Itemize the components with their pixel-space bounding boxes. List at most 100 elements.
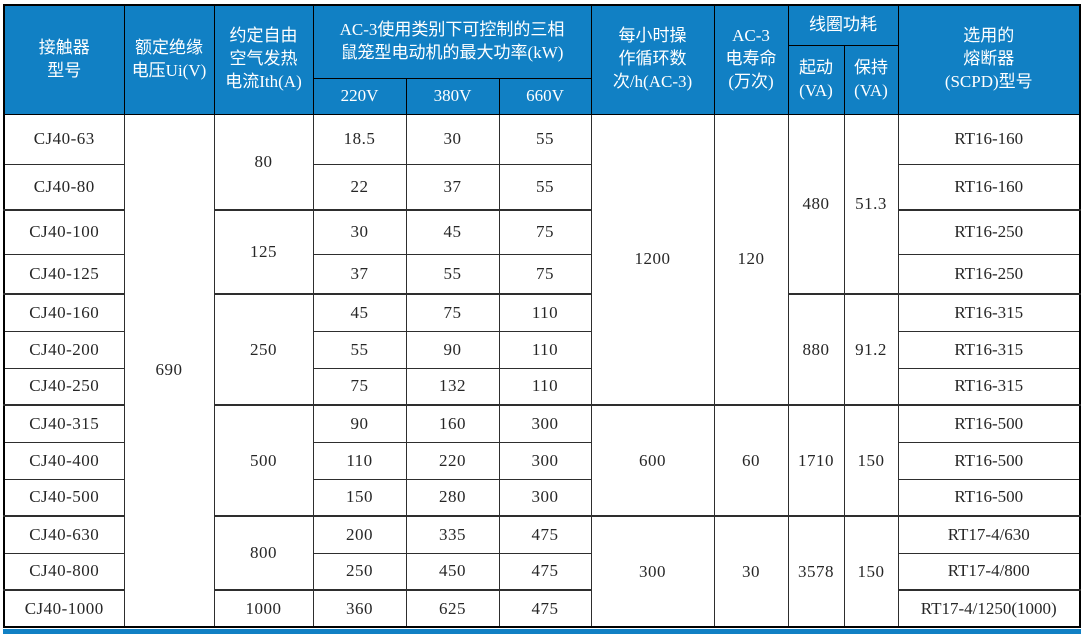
cell-thermal-current: 80	[213, 113, 314, 211]
cell-power-660v: 110	[498, 330, 592, 369]
contactor-spec-table: 接触器 型号 额定绝缘 电压Ui(V) 约定自由 空气发热 电流Ith(A) A…	[3, 4, 1081, 628]
cell-power-660v: 110	[498, 367, 592, 406]
cell-electrical-life: 120	[713, 113, 789, 406]
header-row-3: 220V 380V 660V	[4, 77, 1080, 115]
cell-power-220v: 360	[312, 589, 407, 628]
table-row: CJ40-80 22 37 55 RT16-160	[3, 163, 1081, 211]
cell-fuse: RT16-500	[897, 441, 1081, 480]
cell-power-220v: 90	[312, 404, 407, 443]
header-row-2: 起动 (VA) 保持 (VA)	[4, 44, 1080, 115]
cell-starting-va: 1710	[787, 404, 845, 517]
cell-starting-va: 3578	[787, 515, 845, 628]
cell-fuse: RT17-4/800	[897, 552, 1081, 591]
col-header-660v: 660V	[498, 77, 592, 115]
cell-power-380v: 335	[405, 515, 500, 554]
table-row: CJ40-500 150 280 300 RT16-500	[3, 478, 1081, 517]
cell-model: CJ40-500	[3, 478, 125, 517]
cell-holding-va: 91.2	[843, 293, 899, 406]
cell-power-660v: 475	[498, 515, 592, 554]
cell-fuse: RT16-315	[897, 293, 1081, 332]
cell-thermal-current: 500	[213, 404, 314, 517]
cell-model: CJ40-160	[3, 293, 125, 332]
table-header: 接触器 型号 额定绝缘 电压Ui(V) 约定自由 空气发热 电流Ith(A) A…	[3, 4, 1081, 115]
table-row: CJ40-160 250 45 75 110 880 91.2 RT16-315	[3, 293, 1081, 406]
cell-operating-cycles: 600	[590, 404, 715, 517]
cell-operating-cycles: 300	[590, 515, 715, 628]
cell-power-220v: 18.5	[312, 113, 407, 165]
cell-power-380v: 55	[405, 253, 500, 295]
table-row: CJ40-800 250 450 475 RT17-4/800	[3, 552, 1081, 591]
table-row: CJ40-63 690 80 18.5 30 55 1200 120 480 5…	[3, 113, 1081, 628]
col-header-operating-cycles: 每小时操 作循环数 次/h(AC-3)	[590, 4, 715, 115]
col-header-220v: 220V	[312, 77, 407, 115]
cell-power-220v: 45	[312, 293, 407, 332]
col-header-thermal-current: 约定自由 空气发热 电流Ith(A)	[213, 4, 314, 115]
cell-insulation-voltage: 690	[123, 113, 215, 628]
cell-model: CJ40-1000	[3, 589, 125, 628]
cell-fuse: RT17-4/1250(1000)	[897, 589, 1081, 628]
cell-model: CJ40-80	[3, 163, 125, 211]
cell-electrical-life: 30	[713, 515, 789, 628]
cell-model: CJ40-250	[3, 367, 125, 406]
cell-power-660v: 300	[498, 441, 592, 480]
table-row: CJ40-125 37 55 75 RT16-250	[3, 253, 1081, 295]
cell-power-220v: 200	[312, 515, 407, 554]
cell-power-220v: 22	[312, 163, 407, 211]
cell-model: CJ40-200	[3, 330, 125, 369]
cell-power-220v: 55	[312, 330, 407, 369]
cell-model: CJ40-400	[3, 441, 125, 480]
cell-power-660v: 475	[498, 589, 592, 628]
col-header-fuse-type: 选用的 熔断器 (SCPD)型号	[897, 4, 1081, 115]
cell-power-380v: 280	[405, 478, 500, 517]
header-row-1: 接触器 型号 额定绝缘 电压Ui(V) 约定自由 空气发热 电流Ith(A) A…	[3, 4, 1081, 115]
cell-power-380v: 75	[405, 293, 500, 332]
cell-fuse: RT16-250	[897, 209, 1081, 255]
cell-model: CJ40-125	[3, 253, 125, 295]
cell-thermal-current: 250	[213, 293, 314, 406]
col-header-model: 接触器 型号	[3, 4, 125, 115]
cell-holding-va: 51.3	[843, 113, 899, 295]
cell-fuse: RT16-315	[897, 367, 1081, 406]
cell-power-220v: 150	[312, 478, 407, 517]
cell-power-660v: 75	[498, 209, 592, 255]
cell-model: CJ40-630	[3, 515, 125, 554]
cell-model: CJ40-315	[3, 404, 125, 443]
cell-fuse: RT16-500	[897, 404, 1081, 443]
col-header-coil-power-group: 线圈功耗	[787, 4, 899, 46]
cell-power-220v: 75	[312, 367, 407, 406]
table-row: CJ40-1000 1000 360 625 475 RT17-4/1250(1…	[3, 589, 1081, 628]
cell-starting-va: 480	[787, 113, 845, 295]
cell-power-220v: 30	[312, 209, 407, 255]
cell-model: CJ40-100	[3, 209, 125, 255]
cell-fuse: RT16-250	[897, 253, 1081, 295]
cell-fuse: RT16-315	[897, 330, 1081, 369]
cell-power-220v: 37	[312, 253, 407, 295]
table-row: CJ40-400 110 220 300 RT16-500	[3, 441, 1081, 480]
table-row: CJ40-100 125 30 45 75 RT16-250	[3, 209, 1081, 295]
cell-power-380v: 625	[405, 589, 500, 628]
cell-holding-va: 150	[843, 404, 899, 517]
cell-thermal-current: 800	[213, 515, 314, 591]
table-row: CJ40-315 500 90 160 300 600 60 1710 150 …	[3, 404, 1081, 517]
cell-fuse: RT17-4/630	[897, 515, 1081, 554]
cell-model: CJ40-63	[3, 113, 125, 165]
cell-power-380v: 450	[405, 552, 500, 591]
table-row: CJ40-630 800 200 335 475 300 30 3578 150…	[3, 515, 1081, 628]
cell-power-380v: 37	[405, 163, 500, 211]
cell-power-660v: 110	[498, 293, 592, 332]
col-header-starting-va: 起动 (VA)	[787, 44, 845, 115]
cell-operating-cycles: 1200	[590, 113, 715, 406]
cell-power-380v: 220	[405, 441, 500, 480]
cell-power-660v: 75	[498, 253, 592, 295]
table-row: CJ40-250 75 132 110 RT16-315	[3, 367, 1081, 406]
cell-thermal-current: 1000	[213, 589, 314, 628]
col-header-electrical-life: AC-3 电寿命 (万次)	[713, 4, 789, 115]
col-header-holding-va: 保持 (VA)	[843, 44, 899, 115]
cell-starting-va: 880	[787, 293, 845, 406]
bottom-accent-bar	[3, 629, 1081, 634]
cell-power-660v: 55	[498, 113, 592, 165]
cell-fuse: RT16-160	[897, 113, 1081, 165]
cell-power-220v: 110	[312, 441, 407, 480]
cell-power-660v: 475	[498, 552, 592, 591]
